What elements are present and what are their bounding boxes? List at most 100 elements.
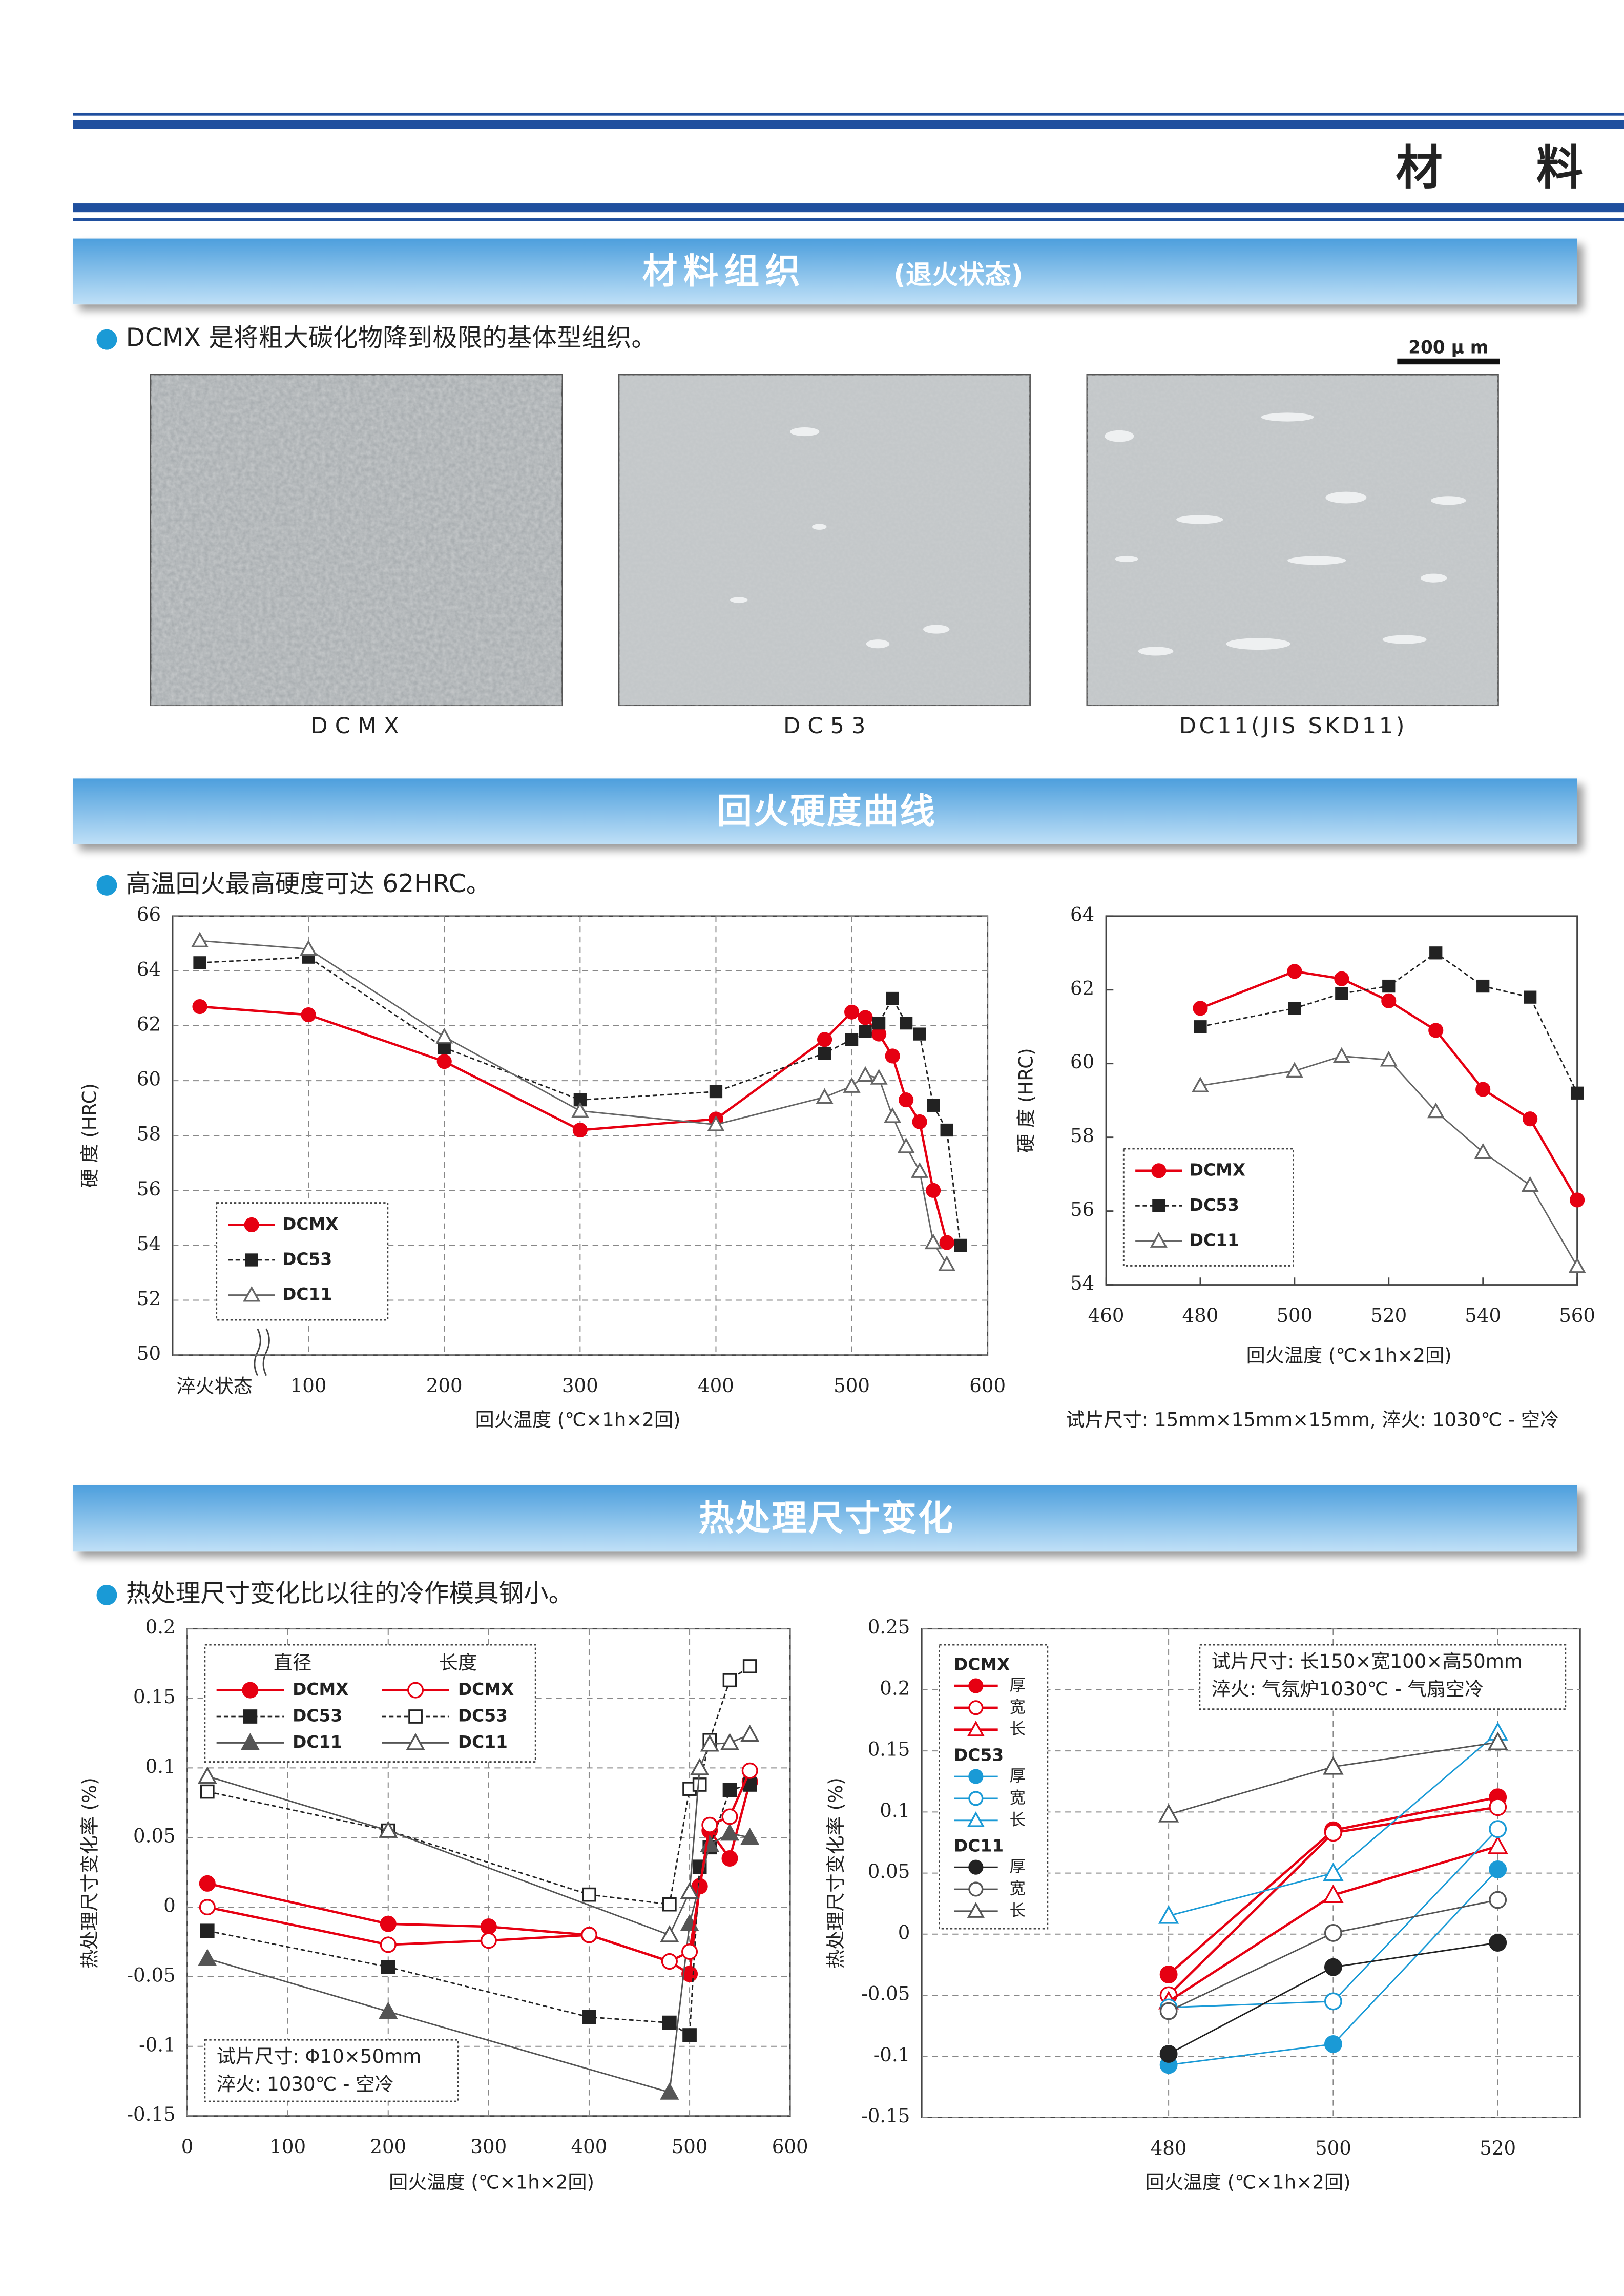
- marker: [1487, 1731, 1508, 1750]
- plot-frame: [1105, 915, 1578, 1286]
- y-tick-label: 58: [137, 1123, 161, 1145]
- marker: [897, 1137, 915, 1153]
- x-tick-label: 600: [772, 2136, 808, 2158]
- y-tick-label: 0: [163, 1895, 176, 1917]
- legend-label: DCMX: [458, 1680, 514, 1699]
- marker: [1570, 1086, 1584, 1100]
- micrograph-texture: [1087, 375, 1498, 706]
- x-axis-label: 回火温度 (℃×1h×2回): [1146, 2171, 1351, 2194]
- marker: [967, 1902, 985, 1918]
- marker: [406, 1733, 425, 1750]
- x-tick-label: 500: [1315, 2137, 1351, 2159]
- legend-label: DCMX: [1190, 1160, 1245, 1180]
- y-tick-label: 0.2: [145, 1616, 176, 1638]
- legend-header: 直径: [274, 1652, 311, 1674]
- legend-label: 长: [1010, 1901, 1026, 1920]
- legend-label: 厚: [1010, 1857, 1026, 1876]
- marker: [968, 1769, 984, 1784]
- marker: [1523, 1111, 1538, 1127]
- marker: [859, 1025, 872, 1038]
- marker: [1332, 1047, 1350, 1063]
- marker: [381, 1960, 395, 1974]
- marker: [244, 1217, 259, 1232]
- marker: [1324, 1992, 1342, 2011]
- legend-label: DC11: [458, 1732, 508, 1752]
- rule: [73, 112, 1624, 116]
- micrograph-caption: DC53: [783, 713, 873, 739]
- legend-label: 宽: [1010, 1698, 1026, 1716]
- x-tick-label: 560: [1559, 1305, 1595, 1327]
- marker: [380, 1915, 397, 1932]
- marker: [968, 1881, 984, 1897]
- y-tick-label: 54: [137, 1233, 161, 1255]
- marker: [1193, 1001, 1208, 1016]
- marker: [681, 1966, 698, 1982]
- marker: [435, 1027, 453, 1044]
- marker: [1158, 1905, 1179, 1924]
- legend-header: DC11: [954, 1836, 1004, 1856]
- marker: [709, 1085, 723, 1099]
- marker: [740, 1724, 760, 1742]
- marker: [1427, 1102, 1445, 1119]
- marker: [722, 1783, 737, 1797]
- marker: [480, 1932, 497, 1949]
- y-tick-label: 0.1: [145, 1755, 176, 1777]
- marker: [1489, 1934, 1507, 1952]
- marker: [1489, 1891, 1507, 1909]
- marker: [872, 1017, 886, 1030]
- marker: [912, 1114, 927, 1130]
- x-tick-label: 200: [426, 1375, 463, 1397]
- legend-box: [939, 1644, 1049, 1930]
- marker: [681, 1943, 698, 1960]
- y-tick-label: 56: [1070, 1198, 1094, 1221]
- marker: [692, 1777, 707, 1792]
- y-tick-label: 50: [137, 1342, 161, 1364]
- x-tick-label: 淬火状态: [176, 1375, 252, 1397]
- x-tick-label: 100: [269, 2136, 306, 2158]
- series-line: [1200, 952, 1578, 1093]
- series-line: [1200, 970, 1578, 1201]
- legend-label: DC11: [282, 1285, 332, 1304]
- y-axis-label: 热处理尺寸变化率 (%): [825, 1777, 847, 1969]
- header: 材 料: [73, 112, 1624, 221]
- axis-break: [254, 1328, 270, 1376]
- y-tick-label: -0.1: [873, 2044, 910, 2066]
- bullet-text: 热处理尺寸变化比以往的冷作模具钢小。: [126, 1579, 574, 1608]
- rule: [73, 120, 1624, 129]
- series-line: [1200, 1055, 1578, 1267]
- marker: [926, 1183, 941, 1198]
- y-tick-label: 60: [137, 1068, 161, 1090]
- section-title: 热处理尺寸变化: [699, 1498, 955, 1539]
- marker: [582, 1887, 596, 1902]
- marker: [1191, 1077, 1209, 1092]
- marker: [939, 1235, 954, 1250]
- marker: [1381, 993, 1397, 1008]
- marker: [438, 1041, 451, 1054]
- note: 淬火: 1030℃ - 空冷: [217, 2073, 394, 2095]
- bullet-dot: [96, 1584, 117, 1605]
- marker: [701, 1816, 718, 1833]
- marker: [1323, 1862, 1344, 1881]
- x-tick-label: 600: [969, 1375, 1006, 1397]
- marker: [1324, 1958, 1342, 1976]
- marker: [198, 1949, 217, 1966]
- legend-label: DC53: [282, 1249, 332, 1269]
- note-box: [1199, 1644, 1567, 1710]
- marker: [721, 1808, 738, 1825]
- bullet-dot: [96, 875, 117, 896]
- note-box: [204, 2039, 459, 2102]
- legend-label: 厚: [1010, 1676, 1026, 1694]
- marker: [1285, 1062, 1303, 1078]
- marker: [243, 1709, 258, 1724]
- marker: [1159, 2045, 1178, 2063]
- y-tick-label: 64: [1070, 903, 1094, 925]
- section-banner: [73, 238, 1577, 305]
- y-tick-label: -0.15: [127, 2103, 176, 2125]
- marker: [1335, 987, 1348, 1000]
- marker: [379, 1821, 398, 1838]
- marker: [436, 1054, 452, 1069]
- section-banner: [73, 778, 1577, 844]
- micrograph-caption: DC11(JIS SKD11): [1179, 713, 1407, 739]
- carbides: [1105, 412, 1466, 656]
